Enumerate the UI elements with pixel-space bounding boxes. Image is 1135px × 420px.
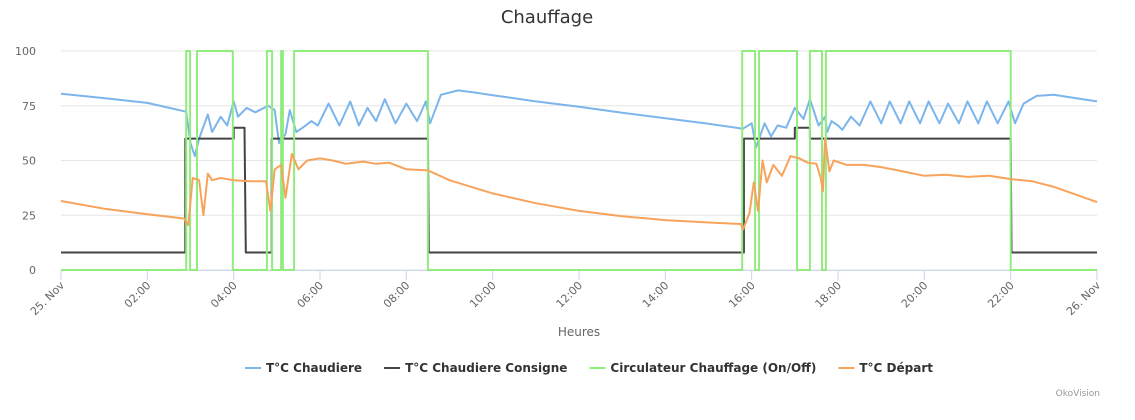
- legend-text: T°C Départ: [859, 361, 933, 375]
- series-line: [61, 50, 1097, 271]
- series-line: [61, 126, 1097, 254]
- y-tick-label: 25: [22, 209, 36, 222]
- series-line: [60, 137, 1098, 231]
- chart-title: Chauffage: [501, 7, 593, 28]
- y-tick-label: 100: [15, 45, 36, 58]
- x-tick-label: 25. Nov: [28, 279, 68, 319]
- legend-text: Circulateur Chauffage (On/Off): [610, 361, 816, 375]
- x-tick-label: 26. Nov: [1064, 279, 1104, 319]
- legend-text: T°C Chaudiere: [266, 361, 362, 375]
- x-tick-label: 10:00: [467, 279, 499, 311]
- x-tick-label: 12:00: [554, 279, 586, 311]
- y-tick-label: 50: [22, 155, 36, 168]
- x-tick-label: 04:00: [208, 279, 240, 311]
- x-tick-label: 14:00: [640, 279, 672, 311]
- y-tick-label: 75: [22, 100, 36, 113]
- x-tick-label: 02:00: [122, 279, 154, 311]
- y-tick-label: 0: [29, 264, 36, 277]
- credit: OkoVision: [1056, 389, 1100, 399]
- x-tick-label: 20:00: [899, 279, 931, 311]
- x-tick-label: 16:00: [726, 279, 758, 311]
- legend-text: T°C Chaudiere Consigne: [405, 361, 567, 375]
- x-axis-title: Heures: [558, 325, 600, 339]
- x-tick-label: 08:00: [381, 279, 413, 311]
- series-line: [60, 89, 1098, 158]
- x-tick-label: 22:00: [985, 279, 1017, 311]
- x-tick-label: 06:00: [295, 279, 327, 311]
- x-tick-label: 18:00: [813, 279, 845, 311]
